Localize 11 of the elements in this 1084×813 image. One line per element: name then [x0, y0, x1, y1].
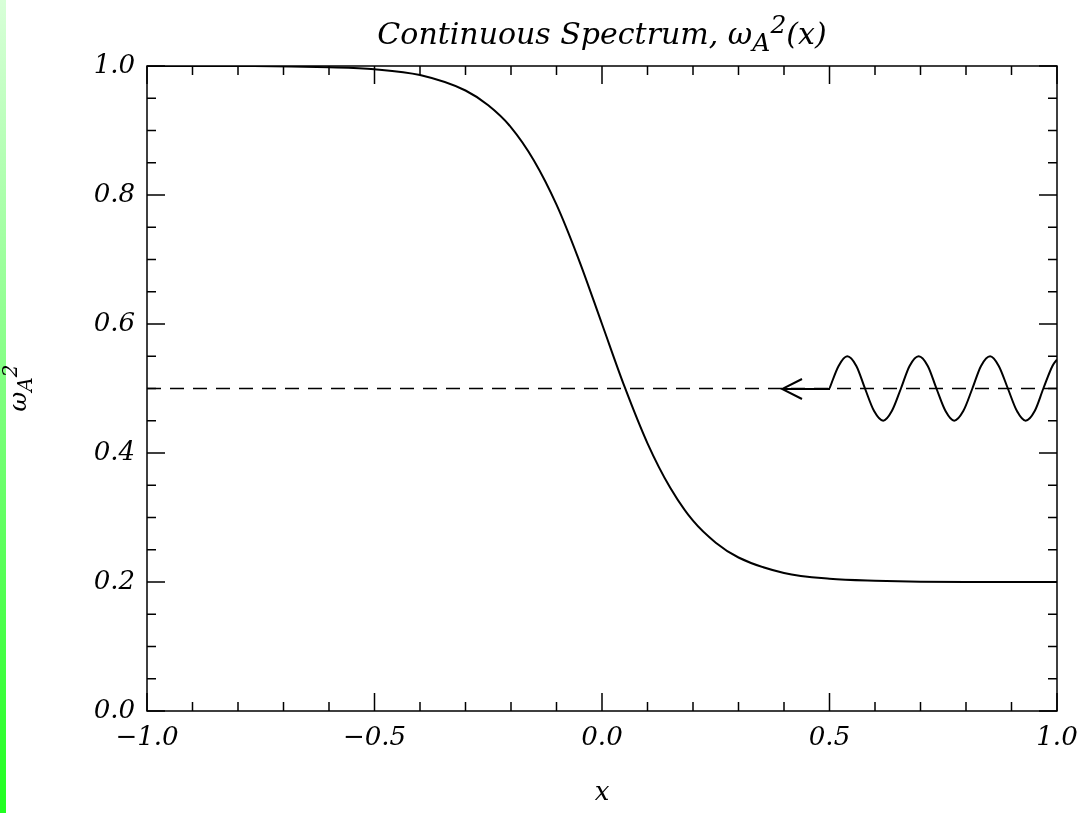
chart-title: Continuous Spectrum, ω$_{A}$$^{2}$(x) — [376, 10, 828, 57]
x-tick-label: −0.5 — [342, 720, 407, 751]
x-tick-label: 0.5 — [808, 720, 851, 751]
x-tick-label: 1.0 — [1036, 720, 1078, 751]
y-tick-label: 1.0 — [93, 48, 135, 79]
y-tick-label: 0.4 — [93, 435, 135, 466]
x-tick-label: 0.0 — [581, 720, 623, 751]
y-tick-label: 0.6 — [93, 306, 135, 337]
y-tick-label: 0.2 — [93, 564, 135, 595]
y-tick-label: 0.8 — [93, 177, 135, 208]
x-axis-title: x — [593, 776, 611, 806]
